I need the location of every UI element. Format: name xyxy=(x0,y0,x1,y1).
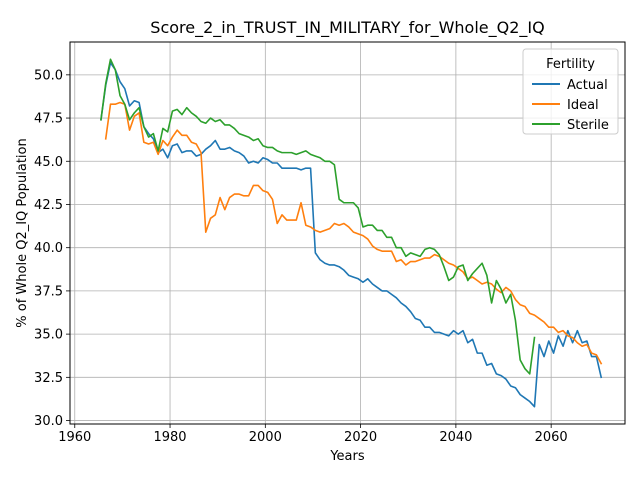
grid xyxy=(70,42,625,424)
x-tick-label: 2000 xyxy=(249,430,282,445)
series-line-sterile xyxy=(100,58,536,375)
x-axis-title: Years xyxy=(329,449,365,464)
legend: Fertility Actual Ideal Sterile xyxy=(522,48,619,135)
legend-box xyxy=(522,48,619,135)
legend-label-ideal: Ideal xyxy=(567,98,599,113)
x-tick-label: 2060 xyxy=(535,430,568,445)
y-tick-label: 32.5 xyxy=(34,371,63,386)
legend-label-actual: Actual xyxy=(567,78,608,93)
y-tick-label: 30.0 xyxy=(34,414,63,429)
series-lines xyxy=(100,58,603,408)
y-axis-title: % of Whole Q2_IQ Population xyxy=(15,138,30,327)
x-tick-label: 2020 xyxy=(344,430,377,445)
chart-title: Score_2_in_TRUST_IN_MILITARY_for_Whole_Q… xyxy=(150,18,544,38)
plot-frame xyxy=(69,41,626,425)
x-tick-label: 1980 xyxy=(153,430,186,445)
y-tick-label: 42.5 xyxy=(34,198,63,213)
y-tick-label: 47.5 xyxy=(34,112,63,127)
series-line-ideal xyxy=(104,101,603,365)
legend-label-sterile: Sterile xyxy=(567,118,609,133)
y-tick-label: 50.0 xyxy=(34,68,63,83)
x-tick-label: 2040 xyxy=(439,430,472,445)
y-tick-label: 40.0 xyxy=(34,241,63,256)
y-tick-label: 37.5 xyxy=(34,284,63,299)
x-tick-label: 1960 xyxy=(58,430,91,445)
series-line-actual xyxy=(100,61,603,408)
axis-ticks: 1960 1980 2000 2020 2040 2060 30.0 32.5 35.0 37.5… xyxy=(34,68,568,445)
y-tick-label: 45.0 xyxy=(34,155,63,170)
legend-title: Fertility xyxy=(546,57,595,72)
y-tick-label: 35.0 xyxy=(34,328,63,343)
